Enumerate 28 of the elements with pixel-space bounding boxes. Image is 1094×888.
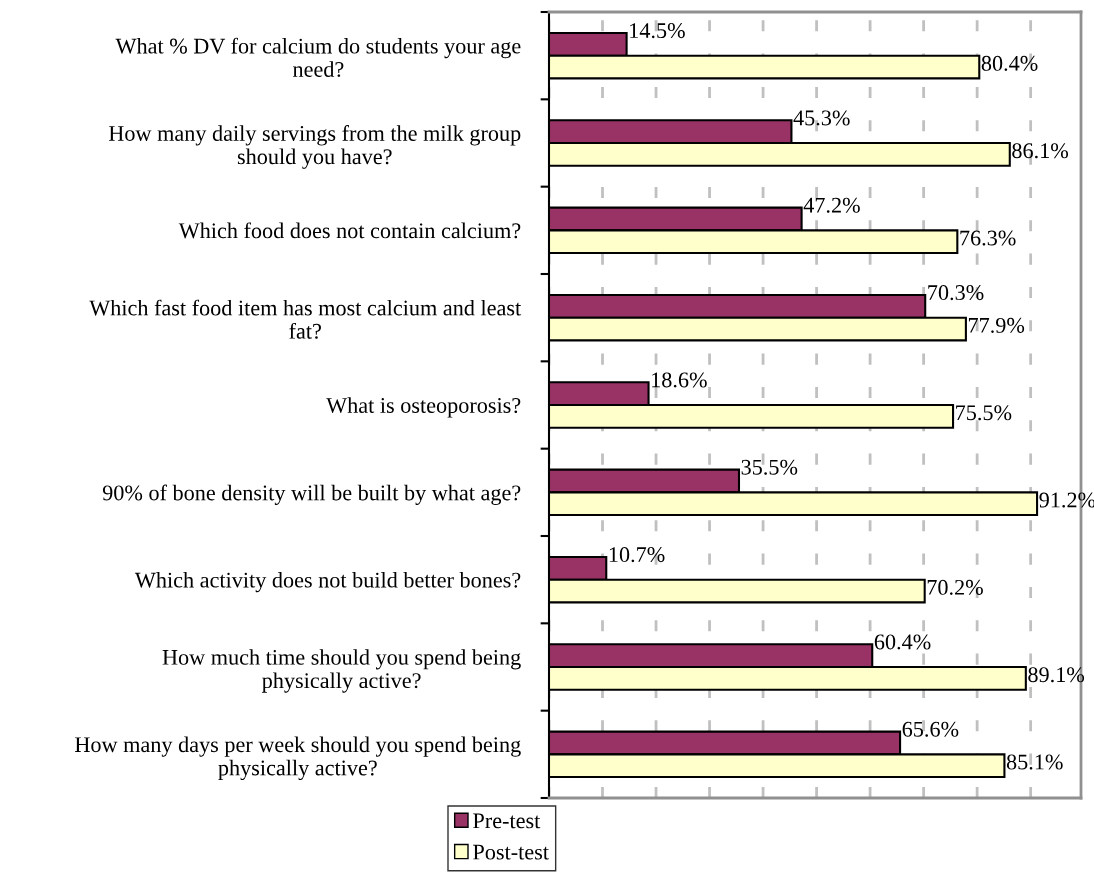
data-label: 75.5% — [956, 405, 1012, 421]
data-label: 76.3% — [960, 230, 1016, 246]
y-tick-label: 90% of bone density will be built by what age? — [102, 484, 521, 505]
data-label: 80.4% — [981, 55, 1038, 71]
y-tick-label: Which food does not contain calcium? — [178, 222, 521, 239]
data-label: 14.5% — [630, 23, 685, 39]
y-tick-label: How many daily servings from the milk group should you have? — [108, 125, 521, 169]
y-tick-label: How much time should you spend being physically active? — [162, 649, 521, 693]
data-label: 45.3% — [793, 110, 850, 126]
data-label: 70.3% — [928, 285, 984, 301]
y-tick-label: What is osteoporosis? — [326, 397, 521, 418]
legend-label: Pre-test — [473, 813, 541, 829]
data-label: 77.9% — [968, 317, 1025, 333]
y-tick-label: What % DV for calcium do students your age need? — [115, 37, 521, 77]
data-label: 89.1% — [1028, 667, 1085, 683]
data-label: 10.7% — [609, 547, 665, 563]
legend-label: Post-test — [473, 844, 549, 860]
data-label: 60.4% — [874, 634, 931, 650]
data-label: 70.2% — [927, 579, 983, 595]
y-tick-label: Which fast food item has most calcium and least fat? — [89, 299, 522, 339]
data-label: 47.2% — [803, 197, 860, 213]
data-label: 35.5% — [741, 459, 798, 475]
data-label: 18.6% — [652, 372, 707, 388]
data-label: 65.6% — [902, 721, 959, 737]
data-label: 85.1% — [1006, 754, 1063, 770]
y-tick-label: How many days per week should you spend being physically active? — [75, 736, 521, 781]
data-label: 86.1% — [1012, 143, 1069, 159]
y-tick-label: Which activity does not build better bones? — [134, 571, 521, 593]
